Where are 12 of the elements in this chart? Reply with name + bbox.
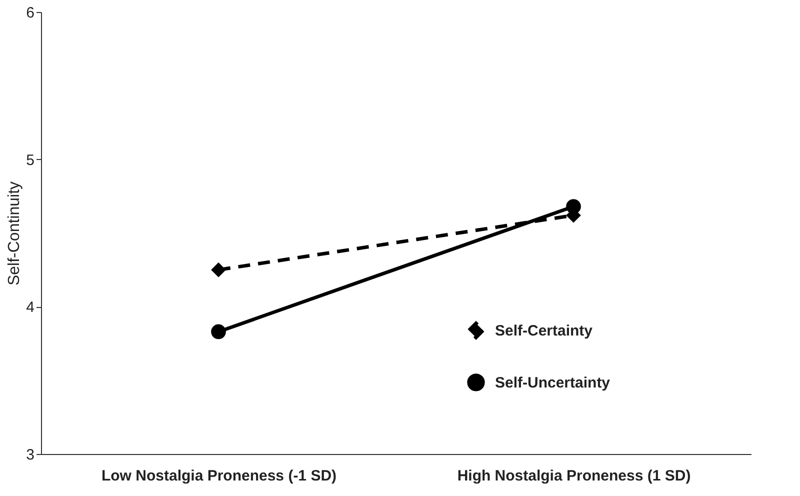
y-tick-label: 4 xyxy=(26,299,34,316)
x-tick-label: Low Nostalgia Proneness (-1 SD) xyxy=(101,468,337,484)
x-tick-label: High Nostalgia Proneness (1 SD) xyxy=(457,468,691,484)
y-axis-title: Self-Continuity xyxy=(6,181,24,286)
y-tick-label: 3 xyxy=(26,446,34,464)
y-tick-label: 5 xyxy=(26,152,34,169)
point xyxy=(211,324,226,340)
y-tick-label: 6 xyxy=(26,4,34,22)
legend-label: Self-Certainty xyxy=(495,322,594,340)
legend-label: Self-Uncertainty xyxy=(495,374,611,392)
point xyxy=(211,262,226,278)
point xyxy=(566,199,581,214)
